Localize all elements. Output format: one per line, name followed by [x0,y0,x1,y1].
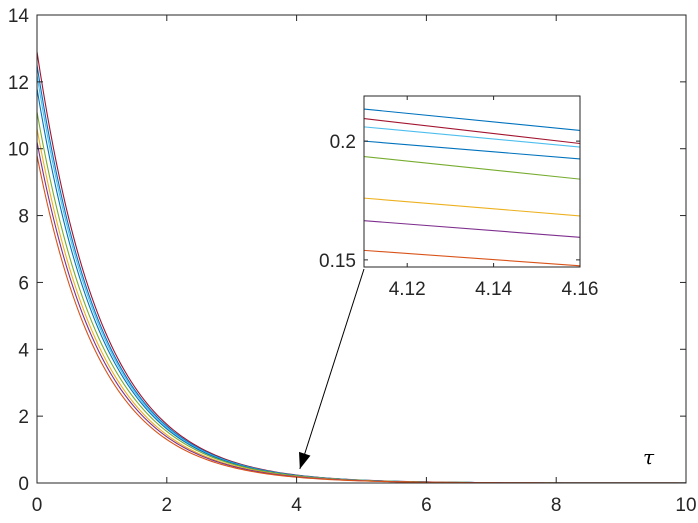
main-series-line-1 [37,51,686,483]
main-series-line-7 [37,141,686,483]
x-tick-label: 0 [32,495,43,516]
y-tick-label: 14 [8,6,30,27]
inset-x-tick-label: 4.16 [562,279,599,300]
x-tick-label: 4 [291,495,302,516]
inset-series-line-1 [364,108,580,131]
inset-axes-box [363,95,581,268]
inset-axes: 4.12 4.14 4.16 0.15 0.2 [319,95,599,300]
inset-background [364,96,580,267]
y-tick-label: 6 [18,273,29,294]
x-tick-label: 2 [162,495,173,516]
inset-series-line-4 [364,140,580,160]
main-series-line-6 [37,128,686,483]
pointer-line [299,268,365,470]
y-tick-label: 12 [8,73,29,94]
inset-pointer [299,268,365,470]
inset-series-group [364,108,580,267]
y-tick-label: 4 [18,340,29,361]
inset-series-line-6 [364,197,580,217]
inset-series-line-3 [364,126,580,148]
y-tick-label: 2 [18,407,29,428]
inset-y-tick-label: 0.15 [319,251,356,272]
main-series-line-8 [37,155,686,483]
main-axes-box [36,14,687,484]
y-tick-label: 8 [18,207,29,228]
x-tick-label: 10 [675,495,696,516]
main-axes: 0 2 4 6 8 10 0 2 4 6 8 10 12 14 [8,6,697,516]
main-series-group [37,51,686,483]
inset-series-line-2 [364,118,580,145]
x-tick-label: 8 [551,495,562,516]
inset-x-tick-label: 4.12 [389,279,426,300]
inset-x-tick-label: 4.14 [475,279,512,300]
inset-y-tick-label: 0.2 [330,132,356,153]
pointer-arrowhead [299,451,311,469]
inset-series-line-7 [364,220,580,238]
tau-annotation: τ [643,445,655,469]
main-series-line-2 [37,65,686,483]
inset-series-line-5 [364,156,580,180]
y-tick-label: 0 [18,474,29,495]
inset-series-line-8 [364,249,580,267]
x-tick-label: 6 [421,495,432,516]
y-tick-label: 10 [8,140,29,161]
